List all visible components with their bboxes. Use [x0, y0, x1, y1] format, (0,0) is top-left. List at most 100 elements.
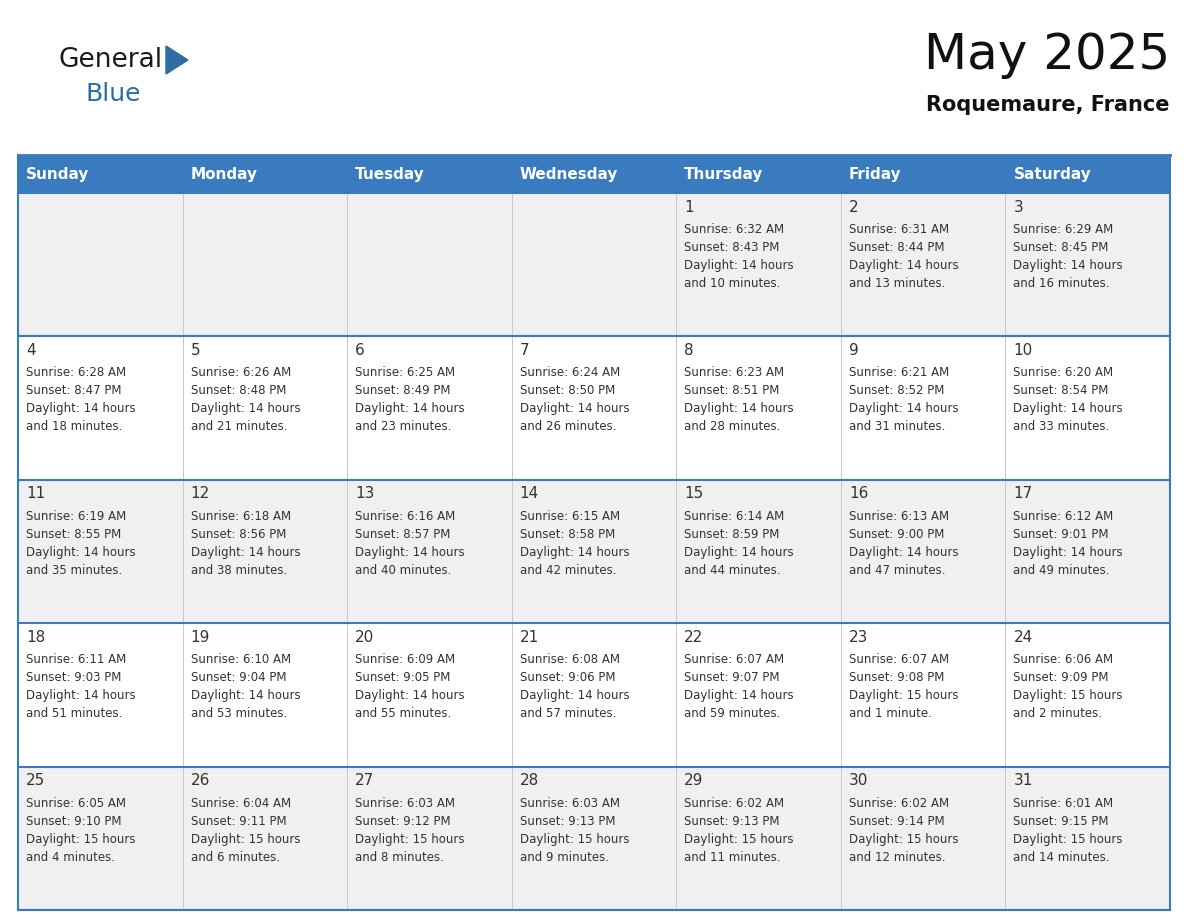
Text: 23: 23: [849, 630, 868, 644]
Text: Sunrise: 6:32 AM
Sunset: 8:43 PM
Daylight: 14 hours
and 10 minutes.: Sunrise: 6:32 AM Sunset: 8:43 PM Dayligh…: [684, 223, 794, 290]
Bar: [18, 623, 183, 767]
Text: Sunrise: 6:24 AM
Sunset: 8:50 PM
Daylight: 14 hours
and 26 minutes.: Sunrise: 6:24 AM Sunset: 8:50 PM Dayligh…: [519, 366, 630, 433]
Text: Sunrise: 6:07 AM
Sunset: 9:07 PM
Daylight: 14 hours
and 59 minutes.: Sunrise: 6:07 AM Sunset: 9:07 PM Dayligh…: [684, 654, 794, 721]
Bar: [18, 480, 183, 623]
Bar: [512, 336, 676, 480]
Text: 2: 2: [849, 199, 859, 215]
Bar: [18, 155, 183, 193]
Text: Sunrise: 6:13 AM
Sunset: 9:00 PM
Daylight: 14 hours
and 47 minutes.: Sunrise: 6:13 AM Sunset: 9:00 PM Dayligh…: [849, 509, 959, 577]
Text: Roquemaure, France: Roquemaure, France: [927, 95, 1170, 115]
Bar: [183, 193, 347, 336]
Text: Sunrise: 6:07 AM
Sunset: 9:08 PM
Daylight: 15 hours
and 1 minute.: Sunrise: 6:07 AM Sunset: 9:08 PM Dayligh…: [849, 654, 959, 721]
Text: Tuesday: Tuesday: [355, 166, 425, 182]
Bar: [18, 767, 183, 910]
Bar: [18, 193, 183, 336]
Text: May 2025: May 2025: [924, 31, 1170, 79]
Text: Sunrise: 6:06 AM
Sunset: 9:09 PM
Daylight: 15 hours
and 2 minutes.: Sunrise: 6:06 AM Sunset: 9:09 PM Dayligh…: [1013, 654, 1123, 721]
Text: Sunrise: 6:09 AM
Sunset: 9:05 PM
Daylight: 14 hours
and 55 minutes.: Sunrise: 6:09 AM Sunset: 9:05 PM Dayligh…: [355, 654, 465, 721]
Bar: [1005, 623, 1170, 767]
Text: Sunrise: 6:12 AM
Sunset: 9:01 PM
Daylight: 14 hours
and 49 minutes.: Sunrise: 6:12 AM Sunset: 9:01 PM Dayligh…: [1013, 509, 1123, 577]
Bar: [512, 767, 676, 910]
Text: 24: 24: [1013, 630, 1032, 644]
Text: Saturday: Saturday: [1013, 166, 1092, 182]
Text: Sunrise: 6:20 AM
Sunset: 8:54 PM
Daylight: 14 hours
and 33 minutes.: Sunrise: 6:20 AM Sunset: 8:54 PM Dayligh…: [1013, 366, 1123, 433]
Text: Sunrise: 6:16 AM
Sunset: 8:57 PM
Daylight: 14 hours
and 40 minutes.: Sunrise: 6:16 AM Sunset: 8:57 PM Dayligh…: [355, 509, 465, 577]
Bar: [841, 336, 1005, 480]
Text: Sunrise: 6:28 AM
Sunset: 8:47 PM
Daylight: 14 hours
and 18 minutes.: Sunrise: 6:28 AM Sunset: 8:47 PM Dayligh…: [26, 366, 135, 433]
Text: 10: 10: [1013, 343, 1032, 358]
Text: 7: 7: [519, 343, 530, 358]
Text: Sunrise: 6:11 AM
Sunset: 9:03 PM
Daylight: 14 hours
and 51 minutes.: Sunrise: 6:11 AM Sunset: 9:03 PM Dayligh…: [26, 654, 135, 721]
Bar: [183, 623, 347, 767]
Text: 19: 19: [190, 630, 210, 644]
Text: Monday: Monday: [190, 166, 258, 182]
Bar: [676, 480, 841, 623]
Text: Sunrise: 6:26 AM
Sunset: 8:48 PM
Daylight: 14 hours
and 21 minutes.: Sunrise: 6:26 AM Sunset: 8:48 PM Dayligh…: [190, 366, 301, 433]
Bar: [676, 623, 841, 767]
Bar: [676, 336, 841, 480]
Text: 31: 31: [1013, 773, 1032, 788]
Bar: [347, 480, 512, 623]
Text: Sunday: Sunday: [26, 166, 89, 182]
Text: 22: 22: [684, 630, 703, 644]
Text: Sunrise: 6:02 AM
Sunset: 9:14 PM
Daylight: 15 hours
and 12 minutes.: Sunrise: 6:02 AM Sunset: 9:14 PM Dayligh…: [849, 797, 959, 864]
Bar: [183, 336, 347, 480]
Text: Thursday: Thursday: [684, 166, 764, 182]
Text: Sunrise: 6:29 AM
Sunset: 8:45 PM
Daylight: 14 hours
and 16 minutes.: Sunrise: 6:29 AM Sunset: 8:45 PM Dayligh…: [1013, 223, 1123, 290]
Bar: [347, 193, 512, 336]
Text: 1: 1: [684, 199, 694, 215]
Text: Sunrise: 6:14 AM
Sunset: 8:59 PM
Daylight: 14 hours
and 44 minutes.: Sunrise: 6:14 AM Sunset: 8:59 PM Dayligh…: [684, 509, 794, 577]
Text: 27: 27: [355, 773, 374, 788]
Bar: [676, 193, 841, 336]
Text: Sunrise: 6:05 AM
Sunset: 9:10 PM
Daylight: 15 hours
and 4 minutes.: Sunrise: 6:05 AM Sunset: 9:10 PM Dayligh…: [26, 797, 135, 864]
Bar: [183, 155, 347, 193]
Bar: [841, 155, 1005, 193]
Bar: [841, 623, 1005, 767]
Text: 21: 21: [519, 630, 539, 644]
Text: 5: 5: [190, 343, 201, 358]
Text: 25: 25: [26, 773, 45, 788]
Bar: [676, 155, 841, 193]
Bar: [676, 767, 841, 910]
Text: 16: 16: [849, 487, 868, 501]
Text: Sunrise: 6:21 AM
Sunset: 8:52 PM
Daylight: 14 hours
and 31 minutes.: Sunrise: 6:21 AM Sunset: 8:52 PM Dayligh…: [849, 366, 959, 433]
Text: Sunrise: 6:23 AM
Sunset: 8:51 PM
Daylight: 14 hours
and 28 minutes.: Sunrise: 6:23 AM Sunset: 8:51 PM Dayligh…: [684, 366, 794, 433]
Text: Sunrise: 6:15 AM
Sunset: 8:58 PM
Daylight: 14 hours
and 42 minutes.: Sunrise: 6:15 AM Sunset: 8:58 PM Dayligh…: [519, 509, 630, 577]
Text: Sunrise: 6:18 AM
Sunset: 8:56 PM
Daylight: 14 hours
and 38 minutes.: Sunrise: 6:18 AM Sunset: 8:56 PM Dayligh…: [190, 509, 301, 577]
Bar: [841, 480, 1005, 623]
Text: 30: 30: [849, 773, 868, 788]
Bar: [1005, 336, 1170, 480]
Bar: [1005, 480, 1170, 623]
Text: Blue: Blue: [86, 82, 141, 106]
Text: Friday: Friday: [849, 166, 902, 182]
Text: 20: 20: [355, 630, 374, 644]
Text: Sunrise: 6:31 AM
Sunset: 8:44 PM
Daylight: 14 hours
and 13 minutes.: Sunrise: 6:31 AM Sunset: 8:44 PM Dayligh…: [849, 223, 959, 290]
Text: 11: 11: [26, 487, 45, 501]
Text: Sunrise: 6:19 AM
Sunset: 8:55 PM
Daylight: 14 hours
and 35 minutes.: Sunrise: 6:19 AM Sunset: 8:55 PM Dayligh…: [26, 509, 135, 577]
Text: 6: 6: [355, 343, 365, 358]
Text: Wednesday: Wednesday: [519, 166, 618, 182]
Bar: [1005, 155, 1170, 193]
Text: Sunrise: 6:03 AM
Sunset: 9:12 PM
Daylight: 15 hours
and 8 minutes.: Sunrise: 6:03 AM Sunset: 9:12 PM Dayligh…: [355, 797, 465, 864]
Text: Sunrise: 6:02 AM
Sunset: 9:13 PM
Daylight: 15 hours
and 11 minutes.: Sunrise: 6:02 AM Sunset: 9:13 PM Dayligh…: [684, 797, 794, 864]
Text: Sunrise: 6:25 AM
Sunset: 8:49 PM
Daylight: 14 hours
and 23 minutes.: Sunrise: 6:25 AM Sunset: 8:49 PM Dayligh…: [355, 366, 465, 433]
Text: 15: 15: [684, 487, 703, 501]
Bar: [347, 336, 512, 480]
Text: 4: 4: [26, 343, 36, 358]
Bar: [18, 336, 183, 480]
Bar: [347, 767, 512, 910]
Text: 18: 18: [26, 630, 45, 644]
Text: 3: 3: [1013, 199, 1023, 215]
Text: 17: 17: [1013, 487, 1032, 501]
Text: 9: 9: [849, 343, 859, 358]
Text: 29: 29: [684, 773, 703, 788]
Text: Sunrise: 6:10 AM
Sunset: 9:04 PM
Daylight: 14 hours
and 53 minutes.: Sunrise: 6:10 AM Sunset: 9:04 PM Dayligh…: [190, 654, 301, 721]
Bar: [512, 193, 676, 336]
Polygon shape: [166, 46, 188, 74]
Bar: [347, 155, 512, 193]
Bar: [1005, 767, 1170, 910]
Text: Sunrise: 6:01 AM
Sunset: 9:15 PM
Daylight: 15 hours
and 14 minutes.: Sunrise: 6:01 AM Sunset: 9:15 PM Dayligh…: [1013, 797, 1123, 864]
Text: 28: 28: [519, 773, 539, 788]
Text: 26: 26: [190, 773, 210, 788]
Bar: [841, 767, 1005, 910]
